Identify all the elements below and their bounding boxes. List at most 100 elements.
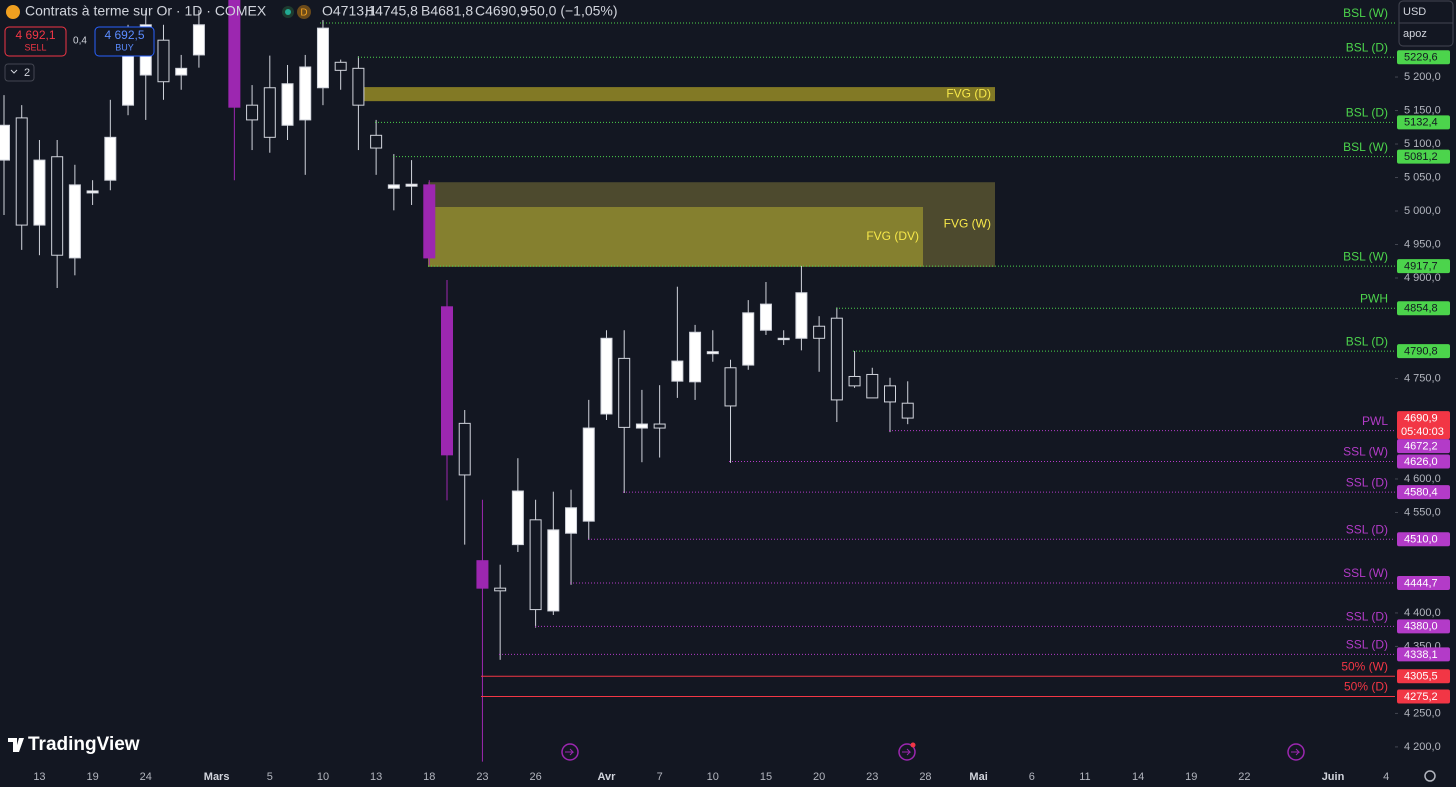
y-tick-label: 4 250,0 (1404, 707, 1441, 719)
candle-body (86, 190, 99, 194)
candle-body (777, 337, 790, 341)
level-label: BSL (W) (1343, 6, 1388, 20)
candle-body (51, 156, 64, 256)
settings-icon[interactable] (1424, 770, 1436, 782)
candle-body (175, 67, 188, 76)
unit[interactable]: apoz (1403, 28, 1427, 40)
y-tick-label: 4 900,0 (1404, 272, 1441, 284)
fvg-zone (358, 87, 995, 102)
overlay: Contrats à terme sur Or · 1D · COMEX D O… (4, 0, 1454, 782)
level-tag-label: 4672,2 (1404, 440, 1438, 452)
candle-body (299, 66, 312, 121)
level-tag-label: 4305,5 (1404, 671, 1438, 683)
candle-body (547, 529, 560, 612)
x-tick-label: Mars (204, 771, 230, 783)
y-tick-label: 5 050,0 (1404, 171, 1441, 183)
y-tick-label: 5 000,0 (1404, 205, 1441, 217)
candle-body (759, 303, 772, 331)
y-tick-label: 4 200,0 (1404, 741, 1441, 753)
x-tick-label: 22 (1238, 771, 1250, 783)
x-tick-label: 24 (140, 771, 152, 783)
candle-body (901, 402, 914, 419)
y-tick-label: 4 750,0 (1404, 372, 1441, 384)
candle-body (281, 83, 294, 126)
fvg-label: FVG (DV) (866, 229, 919, 243)
ohlc-change: −50,0 (−1,05%) (521, 3, 618, 19)
level-tag-label: 4510,0 (1404, 534, 1438, 546)
countdown: 05:40:03 (1401, 426, 1444, 438)
brand-logo (8, 738, 24, 752)
level-label: 50% (D) (1344, 680, 1388, 694)
x-tick-label: Juin (1322, 771, 1345, 783)
x-tick-label: 28 (919, 771, 931, 783)
level-label: SSL (W) (1343, 566, 1388, 580)
level-label: BSL (W) (1343, 140, 1388, 154)
y-tick-label: 4 600,0 (1404, 473, 1441, 485)
level-label: PWL (1362, 414, 1388, 428)
event-icon[interactable] (898, 743, 916, 761)
level-label: BSL (D) (1346, 40, 1388, 54)
candle-body (635, 423, 648, 429)
x-tick-label: 18 (423, 771, 435, 783)
buy-button[interactable] (94, 26, 155, 57)
x-tick-label: 10 (707, 771, 719, 783)
candle-body (671, 360, 684, 382)
sell-price: 4 692,1 (15, 28, 55, 42)
candle-body (813, 325, 826, 339)
candle-body (228, 0, 241, 108)
level-label: BSL (D) (1346, 105, 1388, 119)
x-tick-label: 4 (1383, 771, 1389, 783)
candle-body (795, 292, 808, 339)
fvg-label: FVG (D) (946, 86, 991, 100)
level-label: 50% (W) (1341, 659, 1388, 673)
x-tick-label: 13 (370, 771, 382, 783)
candle-body (689, 331, 702, 383)
y-tick-label: 4 400,0 (1404, 607, 1441, 619)
status-dot-inner (285, 9, 291, 15)
level-label: SSL (D) (1346, 522, 1388, 536)
symbol-logo (6, 5, 20, 19)
level-tag (1397, 619, 1450, 634)
sell-button[interactable] (4, 26, 67, 57)
level-label: BSL (D) (1346, 334, 1388, 348)
indicators-toggle[interactable] (4, 63, 35, 82)
candle-body (423, 184, 436, 259)
x-tick-label: 13 (33, 771, 45, 783)
candle-body (15, 117, 28, 226)
level-tag (1397, 575, 1450, 590)
level-tag-label: 4338,1 (1404, 649, 1438, 661)
x-tick-label: Avr (598, 771, 617, 783)
chevron (10, 69, 18, 74)
level-tag (1397, 532, 1450, 547)
candle-body (653, 423, 666, 429)
level-label: PWH (1360, 291, 1388, 305)
candle-body (441, 306, 453, 456)
y-tick-label: 5 200,0 (1404, 71, 1441, 83)
buy-price: 4 692,5 (104, 28, 144, 42)
level-label: SSL (D) (1346, 610, 1388, 624)
level-label: SSL (W) (1343, 445, 1388, 459)
last-price-label: 4690,9 (1404, 412, 1438, 424)
x-tick-label: 20 (813, 771, 825, 783)
candle-body (830, 317, 843, 401)
event-icon[interactable] (561, 743, 579, 761)
candle-body (263, 87, 276, 138)
sell-label: SELL (24, 42, 46, 52)
level-tag (1397, 259, 1450, 274)
candle-body (582, 427, 595, 522)
level-label: BSL (W) (1343, 249, 1388, 263)
level-tag-label: 5132,4 (1404, 117, 1438, 129)
currency[interactable]: USD (1403, 6, 1426, 18)
ohlc-high: H4745,8 (365, 3, 418, 19)
last-price-tag (1397, 411, 1450, 440)
event-icon[interactable] (1287, 743, 1305, 761)
level-tag-label: 4854,8 (1404, 303, 1438, 315)
level-tag (1397, 485, 1450, 500)
level-tag-label: 4790,8 (1404, 346, 1438, 358)
x-tick-label: 10 (317, 771, 329, 783)
event-arrows (565, 748, 1301, 756)
level-tag (1397, 115, 1450, 130)
level-tag-label: 4275,2 (1404, 691, 1438, 703)
symbol-title[interactable]: Contrats à terme sur Or · 1D · COMEX (25, 3, 267, 19)
